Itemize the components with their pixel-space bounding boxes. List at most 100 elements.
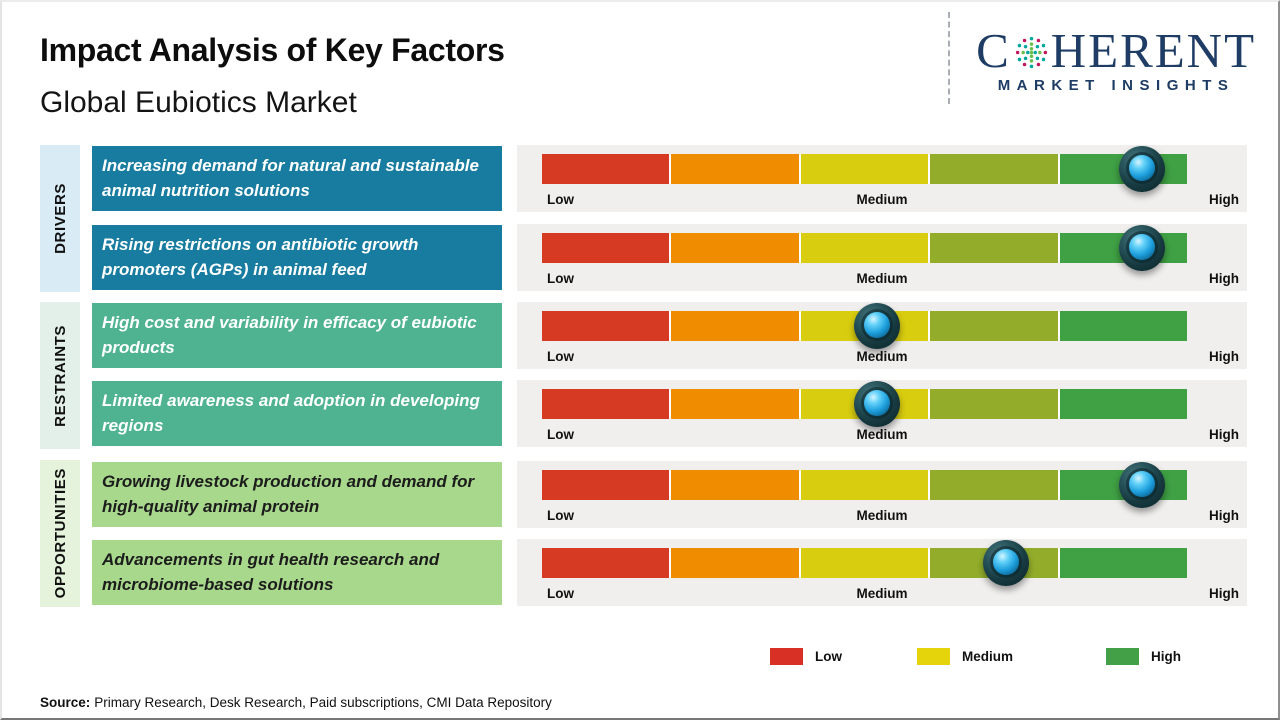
bar-segment xyxy=(671,311,799,341)
scale-label-low: Low xyxy=(547,271,574,286)
legend-swatch-low xyxy=(770,648,803,665)
bar-segment xyxy=(1059,548,1188,578)
group-strip-opportunities: OPPORTUNITIES xyxy=(40,460,80,607)
factor-text: Growing livestock production and demand … xyxy=(102,472,475,516)
scale-label-medium: Medium xyxy=(856,508,908,523)
source-text: Primary Research, Desk Research, Paid su… xyxy=(94,695,552,710)
group-label: OPPORTUNITIES xyxy=(51,468,69,599)
bar-segment xyxy=(800,154,929,184)
bar-segment xyxy=(930,233,1058,263)
brand-wordmark: C HERENT xyxy=(976,26,1256,75)
source-line: Source: Primary Research, Desk Research, … xyxy=(40,695,552,710)
bar-segment xyxy=(671,233,799,263)
impact-marker-core xyxy=(1128,471,1155,497)
factor-box: Advancements in gut health research and … xyxy=(92,540,502,605)
scale-label-low: Low xyxy=(547,586,574,601)
factor-box: Growing livestock production and demand … xyxy=(92,462,502,527)
factor-box: Rising restrictions on antibiotic growth… xyxy=(92,225,502,290)
impact-marker-sphere xyxy=(983,540,1030,586)
factor-box: High cost and variability in efficacy of… xyxy=(92,303,502,368)
brand-tagline: MARKET INSIGHTS xyxy=(997,77,1235,94)
legend-label-medium: Medium xyxy=(962,649,1014,664)
impact-gradient-bar xyxy=(542,154,1188,184)
impact-scale-panel: Low Medium High xyxy=(517,380,1247,447)
bar-segment xyxy=(671,154,799,184)
impact-marker-core xyxy=(864,312,891,338)
impact-marker-core xyxy=(993,549,1020,575)
scale-label-medium: Medium xyxy=(856,271,908,286)
scale-label-medium: Medium xyxy=(856,192,908,207)
brand-letter-c: C xyxy=(976,23,1011,78)
impact-scale-panel: Low Medium High xyxy=(517,224,1247,291)
scale-label-medium: Medium xyxy=(856,427,908,442)
impact-gradient-bar xyxy=(542,470,1188,500)
impact-gradient-bar xyxy=(542,548,1188,578)
factor-text: Limited awareness and adoption in develo… xyxy=(102,391,480,435)
factor-box: Limited awareness and adoption in develo… xyxy=(92,381,502,446)
legend-swatch-medium xyxy=(917,648,950,665)
globe-icon xyxy=(1015,36,1047,69)
scale-label-high: High xyxy=(1209,271,1239,286)
legend-label-high: High xyxy=(1151,649,1181,664)
bar-segment xyxy=(671,470,799,500)
group-label: RESTRAINTS xyxy=(51,324,69,427)
scale-label-high: High xyxy=(1209,427,1239,442)
scale-label-low: Low xyxy=(547,349,574,364)
impact-scale-panel: Low Medium High xyxy=(517,145,1247,212)
scale-label-low: Low xyxy=(547,427,574,442)
impact-marker-core xyxy=(1128,234,1155,260)
bar-segment xyxy=(930,311,1058,341)
factor-text: Advancements in gut health research and … xyxy=(102,550,440,594)
bar-segment xyxy=(542,311,670,341)
bar-segment xyxy=(542,548,670,578)
bar-segment xyxy=(542,233,670,263)
legend-swatch-high xyxy=(1106,648,1139,665)
scale-label-high: High xyxy=(1209,349,1239,364)
impact-scale-panel: Low Medium High xyxy=(517,461,1247,528)
bar-segment xyxy=(1059,389,1188,419)
bar-segment xyxy=(1059,311,1188,341)
bar-segment xyxy=(800,548,929,578)
brand-letters-rest: HERENT xyxy=(1050,23,1256,78)
group-strip-drivers: DRIVERS xyxy=(40,145,80,292)
impact-marker-sphere xyxy=(1118,462,1165,508)
factor-text: High cost and variability in efficacy of… xyxy=(102,313,477,357)
impact-scale-panel: Low Medium High xyxy=(517,539,1247,606)
brand-logo: C HERENT MARKET INSIGHTS xyxy=(976,26,1256,94)
impact-marker-sphere xyxy=(1118,146,1165,192)
bar-segment xyxy=(542,154,670,184)
bar-segment xyxy=(671,548,799,578)
scale-label-medium: Medium xyxy=(856,349,908,364)
bar-segment xyxy=(671,389,799,419)
legend-item-low: Low xyxy=(770,648,842,665)
impact-marker-core xyxy=(864,390,891,416)
scale-label-high: High xyxy=(1209,508,1239,523)
impact-scale-panel: Low Medium High xyxy=(517,302,1247,369)
impact-marker-sphere xyxy=(1118,225,1165,271)
factor-box: Increasing demand for natural and sustai… xyxy=(92,146,502,211)
legend-item-medium: Medium xyxy=(917,648,1013,665)
scale-label-low: Low xyxy=(547,192,574,207)
bar-segment xyxy=(800,233,929,263)
bar-segment xyxy=(930,470,1058,500)
source-prefix: Source: xyxy=(40,695,91,710)
page-subtitle: Global Eubiotics Market xyxy=(40,86,357,119)
impact-marker-sphere xyxy=(854,303,901,349)
impact-marker-sphere xyxy=(854,381,901,427)
scale-label-high: High xyxy=(1209,192,1239,207)
bar-segment xyxy=(930,154,1058,184)
impact-gradient-bar xyxy=(542,233,1188,263)
bar-segment xyxy=(542,470,670,500)
factor-text: Increasing demand for natural and sustai… xyxy=(102,156,479,200)
scale-label-low: Low xyxy=(547,508,574,523)
legend-label-low: Low xyxy=(815,649,842,664)
factor-text: Rising restrictions on antibiotic growth… xyxy=(102,235,419,279)
bar-segment xyxy=(800,470,929,500)
bar-segment xyxy=(542,389,670,419)
group-strip-restraints: RESTRAINTS xyxy=(40,302,80,449)
scale-label-medium: Medium xyxy=(856,586,908,601)
page-title: Impact Analysis of Key Factors xyxy=(40,32,505,68)
impact-marker-core xyxy=(1128,155,1155,181)
scale-label-high: High xyxy=(1209,586,1239,601)
